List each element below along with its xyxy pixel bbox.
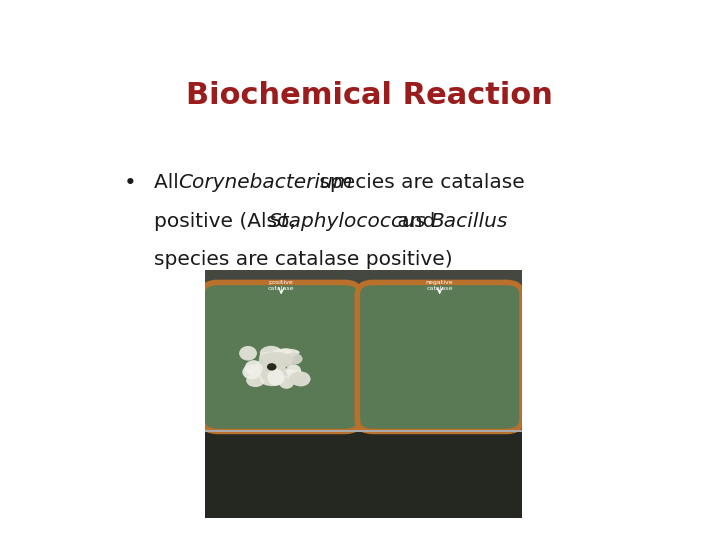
FancyBboxPatch shape bbox=[205, 270, 522, 518]
Ellipse shape bbox=[263, 352, 287, 363]
Text: Biochemical Reaction: Biochemical Reaction bbox=[186, 82, 552, 111]
Ellipse shape bbox=[243, 364, 261, 380]
Text: All: All bbox=[154, 173, 185, 192]
Text: negative
catalase: negative catalase bbox=[426, 280, 454, 291]
FancyBboxPatch shape bbox=[205, 431, 522, 518]
Ellipse shape bbox=[261, 369, 274, 381]
Ellipse shape bbox=[278, 369, 304, 379]
Text: positive
catalase: positive catalase bbox=[268, 280, 294, 291]
Ellipse shape bbox=[267, 369, 284, 386]
Ellipse shape bbox=[260, 374, 284, 386]
Ellipse shape bbox=[255, 360, 278, 372]
Ellipse shape bbox=[289, 372, 307, 386]
Ellipse shape bbox=[257, 368, 269, 380]
Ellipse shape bbox=[246, 374, 265, 387]
FancyBboxPatch shape bbox=[202, 282, 361, 431]
Ellipse shape bbox=[245, 360, 263, 375]
Text: Corynebacterium: Corynebacterium bbox=[179, 173, 353, 192]
Ellipse shape bbox=[258, 353, 282, 368]
Ellipse shape bbox=[265, 352, 290, 368]
FancyBboxPatch shape bbox=[357, 282, 522, 431]
Ellipse shape bbox=[267, 363, 276, 370]
Ellipse shape bbox=[271, 368, 289, 379]
Text: positive (Also,: positive (Also, bbox=[154, 212, 302, 232]
Ellipse shape bbox=[272, 348, 300, 356]
Text: Staphylococcus: Staphylococcus bbox=[269, 212, 426, 232]
Ellipse shape bbox=[261, 362, 286, 377]
Ellipse shape bbox=[286, 364, 301, 377]
Ellipse shape bbox=[284, 353, 302, 365]
Text: species are catalase positive): species are catalase positive) bbox=[154, 250, 453, 269]
Text: •: • bbox=[124, 173, 136, 193]
Ellipse shape bbox=[260, 346, 282, 361]
Ellipse shape bbox=[275, 360, 292, 367]
Text: Bacillus: Bacillus bbox=[431, 212, 508, 232]
Ellipse shape bbox=[259, 352, 278, 363]
Ellipse shape bbox=[279, 375, 294, 389]
Ellipse shape bbox=[239, 346, 257, 361]
FancyBboxPatch shape bbox=[205, 270, 522, 431]
Ellipse shape bbox=[291, 372, 310, 387]
Text: and: and bbox=[391, 212, 442, 232]
FancyBboxPatch shape bbox=[205, 307, 216, 431]
Ellipse shape bbox=[278, 348, 294, 365]
Text: species are catalase: species are catalase bbox=[313, 173, 525, 192]
